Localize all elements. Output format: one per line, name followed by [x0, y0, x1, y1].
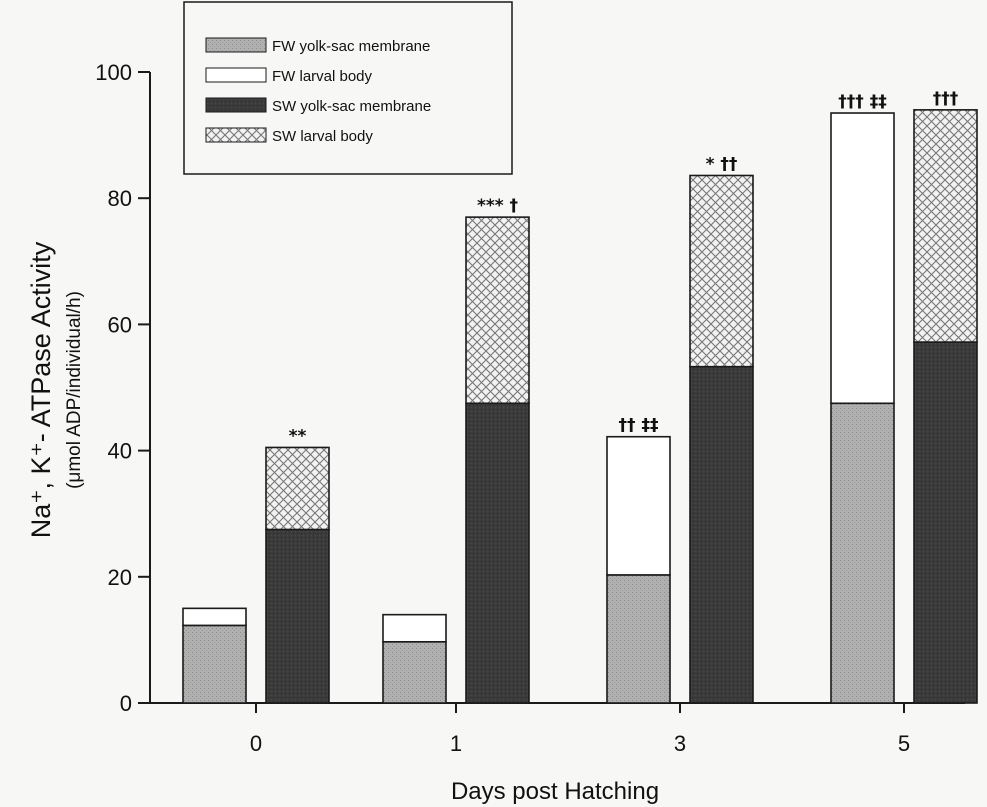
- x-axis-title: Days post Hatching: [451, 778, 659, 805]
- legend-label-fw-yolk: FW yolk-sac membrane: [272, 38, 430, 55]
- bar-sw-larval-body-day-3: [689, 174, 754, 368]
- bar-fw-yolk-sac-day-1: [382, 640, 447, 704]
- annotations: ** *** † †† ‡‡ * †† ††† ‡‡ †††: [289, 89, 959, 447]
- annotation-sw-day-3: * ††: [706, 154, 738, 174]
- bar-fw-larval-body-day-5: [830, 112, 895, 405]
- legend: FW yolk-sac membrane FW larval body SW y…: [183, 1, 513, 175]
- y-ticks: 0 20 40 60 80 100: [95, 60, 150, 716]
- y-axis-subtitle: (μmol ADP/individual/h): [64, 291, 85, 489]
- bar-fw-yolk-sac-day-5: [830, 402, 895, 704]
- annotation-sw-day-5: †††: [933, 89, 959, 109]
- legend-swatch-fw-body: [205, 67, 267, 83]
- legend-label-sw-body: SW larval body: [272, 128, 373, 145]
- x-tick-label: 0: [250, 731, 262, 756]
- bar-fw-larval-body-day-1: [382, 613, 447, 643]
- x-ticks: 0 1 3 5: [250, 703, 910, 756]
- x-tick-label: 3: [674, 731, 686, 756]
- legend-label-fw-body: FW larval body: [272, 68, 373, 85]
- annotation-fw-day-5: ††† ‡‡: [838, 92, 886, 112]
- annotation-sw-day-1: *** †: [477, 196, 518, 216]
- y-tick-label: 60: [108, 312, 132, 337]
- bar-sw-yolk-sac-day-0: [265, 528, 330, 704]
- y-tick-label: 100: [95, 60, 132, 85]
- bar-sw-yolk-sac-day-3: [689, 365, 754, 704]
- y-tick-label: 80: [108, 186, 132, 211]
- annotation-fw-day-3: †† ‡‡: [619, 416, 659, 436]
- bar-sw-larval-body-day-1: [465, 216, 530, 405]
- bar-fw-yolk-sac-day-3: [606, 574, 671, 704]
- y-tick-label: 40: [108, 439, 132, 464]
- x-tick-label: 1: [450, 731, 462, 756]
- bars: [182, 109, 978, 704]
- legend-box: [183, 1, 513, 175]
- bar-sw-larval-body-day-5: [913, 109, 978, 343]
- y-tick-label: 20: [108, 565, 132, 590]
- y-tick-label: 0: [120, 691, 132, 716]
- bar-fw-yolk-sac-day-0: [182, 624, 247, 704]
- annotation-sw-day-0: **: [289, 426, 307, 446]
- bar-sw-yolk-sac-day-5: [913, 341, 978, 704]
- legend-swatch-fw-yolk: [205, 37, 267, 53]
- legend-swatch-sw-yolk: [205, 97, 267, 113]
- bar-fw-larval-body-day-0: [182, 607, 247, 627]
- bar-sw-larval-body-day-0: [265, 446, 330, 531]
- x-tick-label: 5: [898, 731, 910, 756]
- y-axis-title: Na⁺, K⁺- ATPase Activity: [26, 241, 56, 538]
- bar-sw-yolk-sac-day-1: [465, 402, 530, 704]
- bar-fw-larval-body-day-3: [606, 435, 671, 576]
- legend-swatch-sw-body: [205, 127, 267, 143]
- legend-label-sw-yolk: SW yolk-sac membrane: [272, 98, 431, 115]
